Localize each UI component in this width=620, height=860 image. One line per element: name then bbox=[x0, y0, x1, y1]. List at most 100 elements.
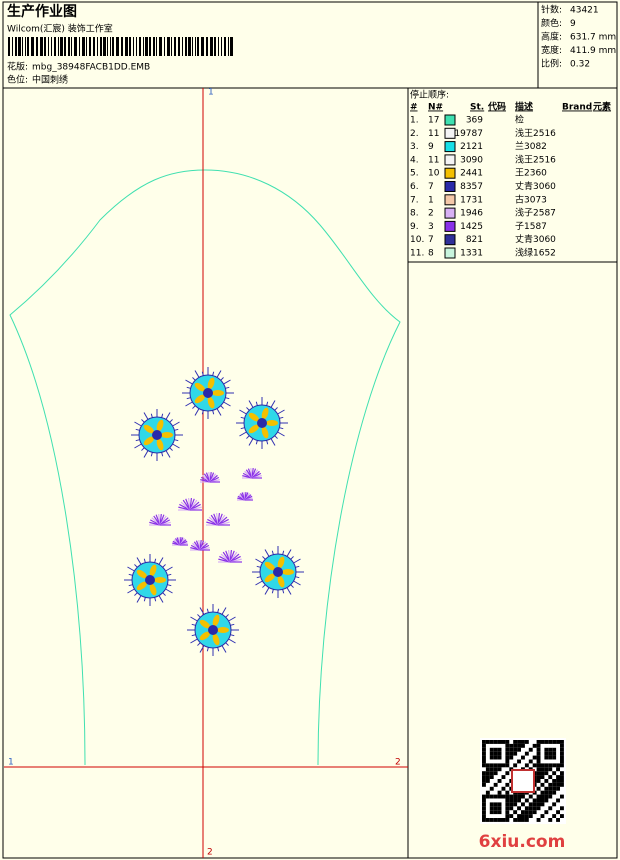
bar-stripe bbox=[164, 37, 165, 56]
petal bbox=[212, 614, 220, 627]
qr-cell bbox=[536, 755, 541, 760]
color-swatch bbox=[444, 220, 456, 232]
qr-cell bbox=[517, 743, 521, 748]
bar-stripe bbox=[206, 37, 208, 56]
petal bbox=[212, 633, 220, 646]
bar-stripe bbox=[153, 37, 155, 56]
row-index: 8. bbox=[410, 209, 419, 219]
row-desc: 浅王2516 bbox=[515, 153, 556, 165]
qr-cell bbox=[501, 818, 506, 822]
qr-cell bbox=[489, 751, 494, 756]
qr-cell bbox=[482, 743, 486, 748]
row-stitches: 1946 bbox=[460, 209, 483, 219]
bar-stripe bbox=[218, 37, 219, 56]
qr-cell bbox=[544, 779, 549, 783]
bar-stripe bbox=[136, 37, 137, 56]
qr-cell bbox=[536, 802, 541, 807]
qr-cell bbox=[509, 798, 514, 803]
qr-cell bbox=[513, 747, 518, 752]
color-swatch bbox=[444, 207, 456, 219]
bar-stripe bbox=[116, 37, 119, 56]
row-index: 6. bbox=[410, 182, 419, 192]
row-desc: 检 bbox=[515, 114, 524, 126]
qr-cell bbox=[513, 751, 518, 756]
qr-cell bbox=[521, 794, 525, 799]
qr-cell bbox=[509, 814, 514, 818]
qr-cell bbox=[497, 802, 502, 807]
qr-cell bbox=[528, 802, 533, 807]
qr-cell bbox=[536, 794, 541, 799]
bar-stripe bbox=[74, 37, 77, 56]
bar-stripe bbox=[82, 37, 85, 56]
qr-cell bbox=[489, 775, 494, 779]
qr-cell bbox=[556, 775, 560, 779]
qr-cell bbox=[524, 740, 529, 744]
qr-cell bbox=[485, 775, 490, 779]
bar-stripe bbox=[201, 37, 204, 56]
qr-cell bbox=[485, 740, 490, 744]
qr-cell bbox=[493, 782, 498, 787]
qr-cell bbox=[540, 790, 545, 795]
bar-stripe bbox=[97, 37, 98, 56]
color-swatch bbox=[444, 114, 456, 126]
qr-cell bbox=[552, 814, 557, 818]
bar-stripe bbox=[143, 37, 144, 56]
qr-cell bbox=[536, 751, 541, 756]
row-index: 2. bbox=[410, 129, 419, 139]
bar-stripe bbox=[22, 37, 23, 56]
bar-stripe bbox=[27, 37, 29, 56]
qr-cell bbox=[482, 751, 486, 756]
qr-cell bbox=[544, 751, 549, 756]
qr-cell bbox=[560, 755, 564, 760]
qr-cell bbox=[489, 818, 494, 822]
qr-cell bbox=[540, 763, 545, 768]
bar-stripe bbox=[121, 37, 123, 56]
row-needle: 2 bbox=[428, 209, 434, 219]
row-needle: 7 bbox=[428, 182, 434, 192]
qr-cell bbox=[524, 810, 529, 815]
petal bbox=[136, 581, 148, 591]
qr-cell bbox=[517, 740, 521, 744]
qr-cell bbox=[513, 794, 518, 799]
center bbox=[145, 575, 155, 585]
petal bbox=[156, 419, 164, 432]
studio: Wilcom(汇宸) 装饰工作室 bbox=[7, 23, 113, 35]
qr-cell bbox=[493, 794, 498, 799]
qr-cell bbox=[536, 818, 541, 822]
bar-stripe bbox=[182, 37, 183, 56]
bar-stripe bbox=[210, 37, 213, 56]
row-stitches: 8357 bbox=[460, 182, 483, 192]
bar-stripe bbox=[195, 37, 196, 56]
petal bbox=[264, 561, 276, 571]
qr-cell bbox=[493, 802, 498, 807]
qr-cell bbox=[493, 740, 498, 744]
qr-cell bbox=[552, 771, 557, 776]
qr-cell bbox=[532, 755, 537, 760]
bar-stripe bbox=[100, 37, 102, 56]
qr-cell bbox=[521, 814, 525, 818]
petal bbox=[261, 426, 269, 439]
bar-stripe bbox=[60, 37, 63, 56]
stat-value: 9 bbox=[570, 19, 576, 29]
axis-label: 2 bbox=[395, 758, 401, 768]
qr-cell bbox=[544, 747, 549, 752]
watermark: 6xiu.com bbox=[479, 832, 566, 852]
qr-cell bbox=[548, 767, 553, 772]
petal bbox=[261, 407, 269, 420]
qr-cell bbox=[482, 747, 486, 752]
qr-cell bbox=[536, 763, 541, 768]
bar-stripe bbox=[48, 37, 49, 56]
petal bbox=[194, 394, 206, 404]
qr-cell bbox=[517, 747, 521, 752]
qr-cell bbox=[521, 755, 525, 760]
qr-cell bbox=[556, 782, 560, 787]
qr-cell bbox=[482, 814, 486, 818]
qr-cell bbox=[482, 782, 486, 787]
qr-cell bbox=[552, 779, 557, 783]
qr-cell bbox=[548, 806, 553, 811]
qr-cell bbox=[493, 747, 498, 752]
qr-cell bbox=[517, 806, 521, 811]
petal bbox=[143, 424, 155, 434]
qr-cell bbox=[485, 767, 490, 772]
axis-label: 1 bbox=[208, 88, 214, 98]
